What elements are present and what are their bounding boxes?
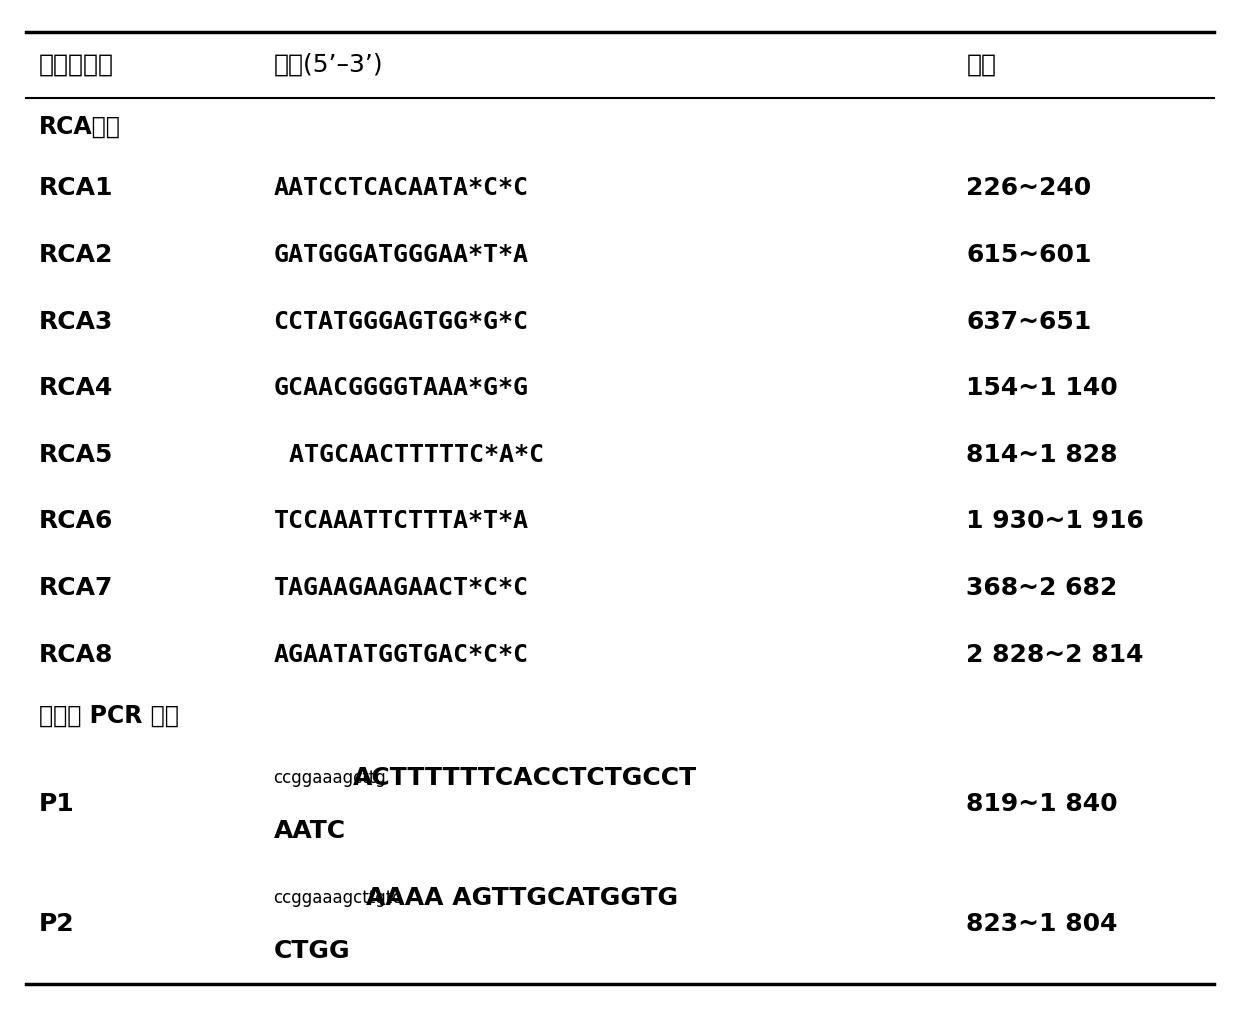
Text: AATC: AATC bbox=[274, 819, 346, 842]
Text: CCTATGGGAGTGG*G*C: CCTATGGGAGTGG*G*C bbox=[274, 310, 528, 333]
Text: RCA3: RCA3 bbox=[38, 310, 113, 333]
Text: RCA7: RCA7 bbox=[38, 576, 113, 599]
Text: RCA2: RCA2 bbox=[38, 243, 113, 267]
Text: CTGG: CTGG bbox=[274, 939, 350, 962]
Text: 368~2 682: 368~2 682 bbox=[966, 576, 1117, 599]
Text: TAGAAGAAGAACT*C*C: TAGAAGAAGAACT*C*C bbox=[274, 576, 528, 599]
Text: 序列(5’–3’): 序列(5’–3’) bbox=[274, 53, 383, 77]
Text: 2 828~2 814: 2 828~2 814 bbox=[966, 642, 1145, 666]
Text: AATCCTCACAATA*C*C: AATCCTCACAATA*C*C bbox=[274, 177, 528, 200]
Text: RCA4: RCA4 bbox=[38, 376, 113, 400]
Text: 819~1 840: 819~1 840 bbox=[966, 792, 1118, 817]
Text: TCCAAATTCTTTA*T*A: TCCAAATTCTTTA*T*A bbox=[274, 509, 528, 533]
Text: 1 930~1 916: 1 930~1 916 bbox=[966, 509, 1145, 533]
Text: 154~1 140: 154~1 140 bbox=[966, 376, 1118, 400]
Text: RCA引物: RCA引物 bbox=[38, 115, 120, 138]
Text: 615~601: 615~601 bbox=[966, 243, 1092, 267]
Text: 226~240: 226~240 bbox=[966, 177, 1091, 200]
Text: P2: P2 bbox=[38, 912, 74, 937]
Text: RCA8: RCA8 bbox=[38, 642, 113, 666]
Text: GCAACGGGGTAAA*G*G: GCAACGGGGTAAA*G*G bbox=[274, 376, 528, 400]
Text: 637~651: 637~651 bbox=[966, 310, 1091, 333]
Text: RCA6: RCA6 bbox=[38, 509, 113, 533]
Text: AGAATATGGTGAC*C*C: AGAATATGGTGAC*C*C bbox=[274, 642, 528, 666]
Text: ATGCAACTTTTTC*A*C: ATGCAACTTTTTC*A*C bbox=[274, 443, 543, 466]
Text: ccggaaagcttg: ccggaaagcttg bbox=[274, 769, 387, 787]
Text: RCA5: RCA5 bbox=[38, 443, 113, 466]
Text: P1: P1 bbox=[38, 792, 74, 817]
Text: ACTTTTTTCACCTCTGCCT: ACTTTTTTCACCTCTGCCT bbox=[352, 766, 697, 790]
Text: AAAA AGTTGCATGGTG: AAAA AGTTGCATGGTG bbox=[366, 886, 678, 910]
Text: RCA1: RCA1 bbox=[38, 177, 113, 200]
Text: GATGGGATGGGAA*T*A: GATGGGATGGGAA*T*A bbox=[274, 243, 528, 267]
Text: ccggaaagcttgtc: ccggaaagcttgtc bbox=[274, 889, 402, 907]
Text: 814~1 828: 814~1 828 bbox=[966, 443, 1118, 466]
Text: 位置: 位置 bbox=[966, 53, 997, 77]
Text: 823~1 804: 823~1 804 bbox=[966, 912, 1118, 937]
Text: 引物或探针: 引物或探针 bbox=[38, 53, 114, 77]
Text: 基因组 PCR 引物: 基因组 PCR 引物 bbox=[38, 704, 179, 727]
